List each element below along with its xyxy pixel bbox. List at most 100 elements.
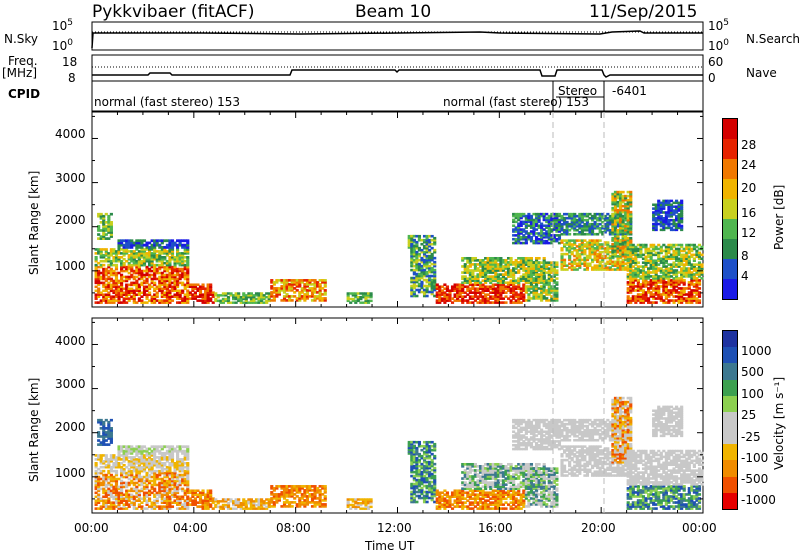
power-cell: [191, 297, 195, 300]
power-cell: [165, 269, 169, 273]
velocity-cell: [130, 473, 134, 477]
velocity-cell: [153, 451, 157, 455]
power-cell: [463, 277, 467, 280]
power-cell: [657, 259, 661, 262]
power-cell: [641, 257, 646, 261]
power-cell: [448, 289, 452, 292]
velocity-cell: [142, 458, 147, 461]
power-cell: [150, 261, 154, 265]
power-cell: [621, 268, 625, 271]
velocity-cell: [117, 445, 121, 449]
velocity-cell: [168, 485, 172, 489]
velocity-cell: [165, 485, 169, 489]
power-cell: [514, 295, 518, 298]
power-cell: [552, 299, 556, 302]
power-cell: [585, 228, 590, 232]
velocity-cell: [102, 483, 106, 487]
velocity-cell: [155, 460, 159, 463]
power-cell: [695, 287, 699, 290]
power-cell: [114, 265, 119, 269]
power-cell: [659, 228, 663, 232]
power-cell: [649, 251, 653, 255]
power-cell: [565, 241, 569, 244]
power-cell: [514, 228, 518, 231]
power-cell: [489, 297, 493, 300]
power-cell: [639, 297, 643, 300]
power-cell: [473, 259, 478, 262]
velocity-cell: [107, 481, 111, 485]
velocity-cell: [125, 507, 129, 510]
power-cell: [514, 226, 518, 229]
power-cell: [512, 301, 516, 304]
power-cell: [580, 258, 584, 262]
power-cell: [618, 216, 623, 220]
power-cell: [616, 242, 620, 246]
power-cell: [425, 258, 429, 262]
power-cell: [517, 277, 521, 280]
power-cell: [512, 285, 516, 289]
velocity-cell: [97, 475, 101, 479]
power-cell: [170, 267, 175, 271]
velocity-cell: [127, 503, 131, 506]
power-cell: [420, 260, 424, 264]
velocity-cell: [158, 445, 162, 449]
power-cell: [473, 279, 478, 283]
power-cell: [499, 291, 503, 294]
power-cell: [514, 293, 518, 296]
power-cell: [366, 301, 371, 304]
velocity-cell: [130, 481, 134, 485]
power-cell: [443, 283, 447, 287]
power-cell: [249, 294, 253, 297]
power-cell: [99, 216, 103, 220]
power-cell: [687, 269, 691, 272]
velocity-cell: [125, 465, 129, 469]
velocity-cell: [168, 469, 172, 473]
power-cell: [644, 271, 648, 274]
power-cell: [183, 259, 187, 263]
velocity-cell: [183, 451, 187, 455]
power-cell: [542, 263, 546, 266]
power-cell: [545, 263, 549, 266]
power-cell: [137, 254, 141, 257]
power-cell: [104, 257, 108, 261]
power-cell: [649, 275, 653, 278]
power-cell: [191, 287, 195, 291]
power-cell: [646, 267, 651, 270]
power-cell: [514, 301, 518, 304]
power-cell: [145, 289, 149, 293]
power-cell: [608, 228, 612, 232]
power-cell: [142, 254, 147, 257]
velocity-cell: [99, 505, 103, 508]
power-cell: [682, 283, 686, 286]
power-cell: [519, 259, 523, 262]
power-cell: [132, 252, 136, 255]
power-cell: [422, 258, 427, 262]
power-cell: [168, 299, 172, 302]
power-cell: [545, 279, 549, 282]
power-cell: [150, 256, 154, 259]
power-cell: [178, 239, 182, 243]
power-cell: [160, 293, 164, 297]
power-cell: [486, 259, 490, 262]
power-cell: [618, 232, 623, 236]
power-cell: [585, 258, 590, 262]
power-cell: [580, 239, 584, 242]
power-cell: [578, 243, 582, 246]
power-cell: [430, 258, 434, 262]
power-cell: [529, 291, 534, 294]
power-cell: [183, 256, 187, 259]
power-cell: [697, 271, 702, 274]
power-cell: [99, 237, 103, 240]
velocity-cell: [130, 458, 134, 461]
power-cell: [125, 241, 129, 245]
power-cell: [654, 285, 658, 288]
velocity-cell: [186, 449, 190, 453]
power-cell: [234, 292, 238, 295]
power-cell: [540, 295, 544, 298]
velocity-cell: [150, 451, 154, 455]
power-cell: [137, 285, 141, 289]
power-cell: [662, 261, 666, 264]
power-cell: [186, 259, 190, 263]
power-cell: [506, 289, 511, 292]
velocity-cell: [170, 460, 175, 463]
